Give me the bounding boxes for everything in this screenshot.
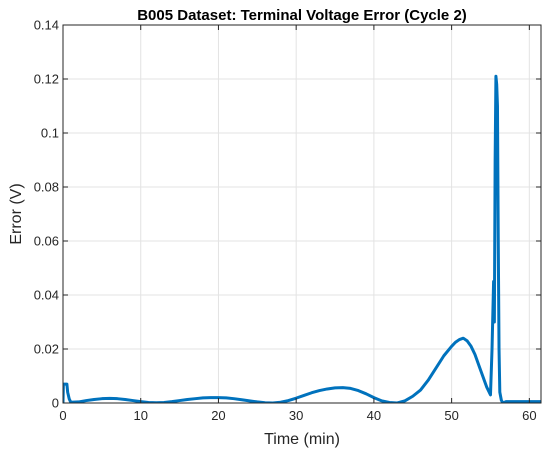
x-tick-label: 0 <box>59 408 66 423</box>
y-tick-label: 0.12 <box>34 72 59 87</box>
y-tick-label: 0 <box>52 396 59 411</box>
y-tick-label: 0.1 <box>41 126 59 141</box>
x-axis-label: Time (min) <box>264 431 340 448</box>
y-tick-label: 0.04 <box>34 288 59 303</box>
x-tick-label: 40 <box>367 408 381 423</box>
series-line-0 <box>63 74 541 403</box>
x-tick-label: 30 <box>289 408 303 423</box>
x-tick-label: 60 <box>522 408 536 423</box>
x-tick-label: 20 <box>211 408 225 423</box>
chart-title: B005 Dataset: Terminal Voltage Error (Cy… <box>137 7 467 24</box>
y-tick-label: 0.02 <box>34 342 59 357</box>
ticks: 0 10 20 30 40 50 60 0 0.02 0.04 0.06 0.08 0.1 0.12 0.1… <box>34 18 541 423</box>
y-tick-label: 0.08 <box>34 180 59 195</box>
x-tick-label: 10 <box>133 408 147 423</box>
data-layer <box>63 74 541 403</box>
y-axis-label: Error (V) <box>8 183 25 244</box>
y-tick-label: 0.06 <box>34 234 59 249</box>
x-tick-label: 50 <box>444 408 458 423</box>
plot-area-frame <box>62 24 542 404</box>
y-tick-label: 0.14 <box>34 18 59 33</box>
